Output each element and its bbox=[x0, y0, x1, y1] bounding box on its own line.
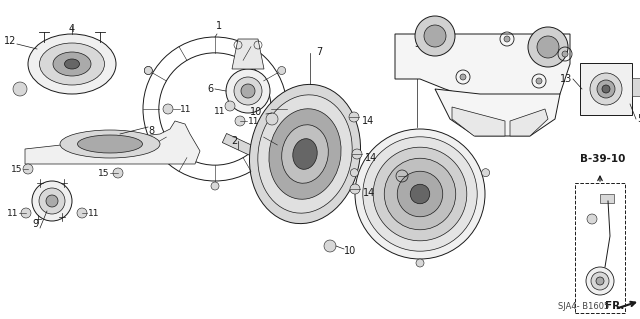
Text: SJA4- B1605: SJA4- B1605 bbox=[558, 302, 609, 311]
Circle shape bbox=[226, 69, 270, 113]
Ellipse shape bbox=[250, 85, 360, 224]
Text: 13: 13 bbox=[560, 74, 572, 84]
Ellipse shape bbox=[258, 95, 352, 213]
Circle shape bbox=[373, 147, 467, 241]
Text: B-39-10: B-39-10 bbox=[580, 154, 625, 164]
Circle shape bbox=[528, 27, 568, 67]
Circle shape bbox=[410, 184, 429, 204]
Circle shape bbox=[363, 137, 477, 251]
Ellipse shape bbox=[53, 52, 91, 76]
Circle shape bbox=[324, 240, 336, 252]
Circle shape bbox=[23, 164, 33, 174]
Ellipse shape bbox=[282, 125, 328, 183]
Text: 15: 15 bbox=[10, 165, 22, 174]
Bar bbox=[632, 78, 640, 96]
Circle shape bbox=[163, 104, 173, 114]
Text: 15: 15 bbox=[97, 168, 109, 177]
Text: 14: 14 bbox=[362, 116, 374, 126]
Circle shape bbox=[482, 169, 490, 177]
Polygon shape bbox=[25, 121, 200, 164]
Text: 14: 14 bbox=[363, 188, 375, 198]
Text: 8: 8 bbox=[148, 126, 154, 136]
Circle shape bbox=[590, 73, 622, 105]
Circle shape bbox=[113, 168, 123, 178]
Bar bbox=[600, 194, 614, 203]
Circle shape bbox=[350, 184, 360, 194]
Text: 12: 12 bbox=[4, 36, 16, 46]
Circle shape bbox=[241, 84, 255, 98]
Circle shape bbox=[397, 171, 443, 217]
Ellipse shape bbox=[65, 59, 79, 69]
Polygon shape bbox=[510, 109, 548, 136]
Text: 9: 9 bbox=[32, 219, 38, 229]
Circle shape bbox=[13, 82, 27, 96]
Ellipse shape bbox=[269, 109, 341, 199]
Polygon shape bbox=[452, 107, 505, 136]
Circle shape bbox=[504, 36, 510, 42]
Circle shape bbox=[77, 208, 87, 218]
Circle shape bbox=[21, 208, 31, 218]
Circle shape bbox=[415, 16, 455, 56]
Circle shape bbox=[234, 77, 262, 105]
Text: 1: 1 bbox=[216, 21, 222, 31]
Circle shape bbox=[350, 169, 358, 177]
Circle shape bbox=[602, 85, 610, 93]
Circle shape bbox=[39, 188, 65, 214]
Text: 11: 11 bbox=[6, 209, 18, 218]
Circle shape bbox=[424, 25, 446, 47]
FancyBboxPatch shape bbox=[580, 63, 632, 115]
Circle shape bbox=[460, 74, 466, 80]
Circle shape bbox=[597, 80, 615, 98]
Text: 11: 11 bbox=[180, 105, 191, 114]
Circle shape bbox=[46, 195, 58, 207]
Circle shape bbox=[562, 51, 568, 57]
Circle shape bbox=[225, 101, 235, 111]
Circle shape bbox=[587, 214, 597, 224]
Circle shape bbox=[591, 272, 609, 290]
Text: 7: 7 bbox=[316, 47, 323, 57]
Ellipse shape bbox=[28, 34, 116, 94]
Text: 2: 2 bbox=[232, 136, 238, 146]
Circle shape bbox=[352, 149, 362, 159]
Circle shape bbox=[349, 112, 359, 122]
Text: 11: 11 bbox=[248, 116, 259, 125]
Circle shape bbox=[144, 66, 152, 75]
Text: 11: 11 bbox=[88, 209, 99, 218]
Polygon shape bbox=[435, 89, 560, 136]
Bar bbox=[222, 133, 274, 165]
Ellipse shape bbox=[77, 135, 143, 153]
Circle shape bbox=[537, 36, 559, 58]
Circle shape bbox=[266, 113, 278, 125]
Circle shape bbox=[416, 259, 424, 267]
Polygon shape bbox=[232, 39, 264, 69]
Circle shape bbox=[278, 66, 285, 75]
Circle shape bbox=[586, 267, 614, 295]
Text: 11: 11 bbox=[214, 108, 225, 116]
Circle shape bbox=[211, 182, 219, 190]
Circle shape bbox=[144, 66, 152, 75]
Text: 5: 5 bbox=[637, 114, 640, 124]
Ellipse shape bbox=[292, 139, 317, 169]
Circle shape bbox=[596, 277, 604, 285]
Text: 6: 6 bbox=[207, 84, 213, 94]
Text: 10: 10 bbox=[250, 107, 262, 117]
Circle shape bbox=[384, 158, 456, 230]
Text: 3: 3 bbox=[414, 39, 420, 49]
Text: FR.: FR. bbox=[605, 301, 625, 311]
Ellipse shape bbox=[40, 43, 104, 85]
Circle shape bbox=[235, 116, 245, 126]
Circle shape bbox=[32, 181, 72, 221]
Circle shape bbox=[536, 78, 542, 84]
Ellipse shape bbox=[60, 130, 160, 158]
Text: 14: 14 bbox=[365, 153, 377, 163]
Circle shape bbox=[355, 129, 485, 259]
Text: 10: 10 bbox=[344, 246, 356, 256]
Text: 4: 4 bbox=[69, 24, 75, 34]
Polygon shape bbox=[395, 34, 570, 109]
